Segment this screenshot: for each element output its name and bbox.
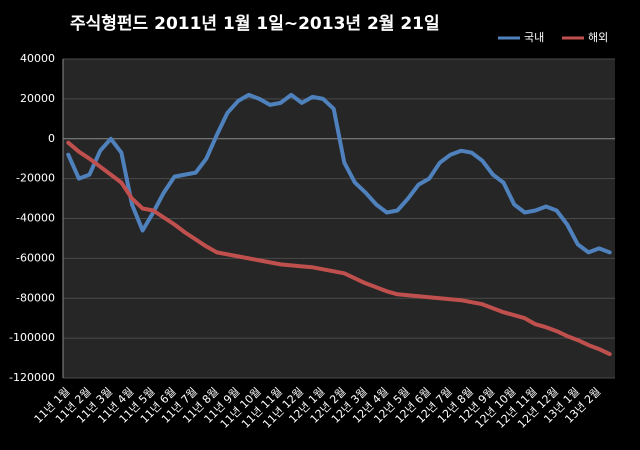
y-tick-label: -20000 [16, 172, 55, 185]
y-tick-label: 0 [48, 132, 55, 145]
y-tick-label: -80000 [16, 291, 55, 304]
y-tick-label: -40000 [16, 212, 55, 225]
legend-label: 해외 [588, 30, 608, 44]
series-line [66, 92, 612, 255]
y-tick-label: 20000 [20, 92, 55, 105]
chart-title: 주식형펀드 2011년 1월 1일~2013년 2월 21일 [70, 13, 440, 34]
y-tick-label: -100000 [9, 331, 55, 344]
y-tick-label: 40000 [20, 52, 55, 65]
series-line [66, 140, 612, 357]
y-tick-label: -120000 [9, 371, 55, 384]
y-tick-label: -60000 [16, 251, 55, 264]
legend-label: 국내 [524, 31, 544, 44]
